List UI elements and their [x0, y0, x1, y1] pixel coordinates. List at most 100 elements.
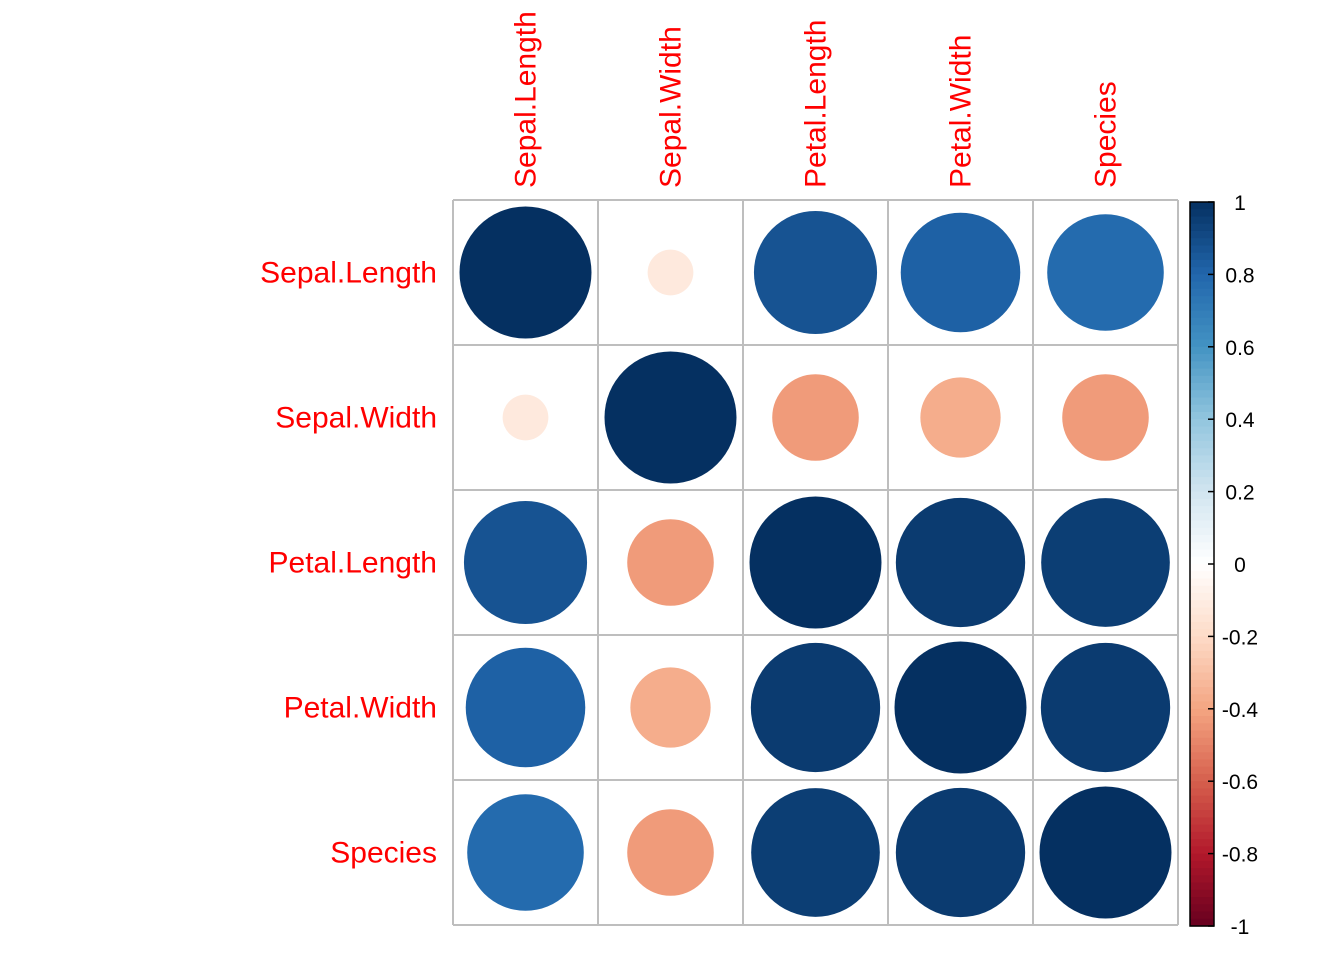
circle-Sepal.Width-Sepal.Length — [503, 395, 549, 441]
colorbar-bin — [1190, 383, 1214, 391]
circle-Petal.Width-Petal.Width — [895, 642, 1027, 774]
colorbar-bin — [1190, 311, 1214, 319]
circle-Petal.Width-Sepal.Length — [466, 648, 586, 768]
colorbar-tick-label: 0.4 — [1225, 409, 1255, 432]
colorbar-bin — [1190, 752, 1214, 760]
colorbar-bin — [1190, 209, 1214, 217]
colorbar-bin — [1190, 723, 1214, 731]
colorbar-bin — [1190, 521, 1214, 529]
colorbar-bin — [1190, 470, 1214, 478]
colorbar-bin — [1190, 318, 1214, 326]
colorbar-bin — [1190, 492, 1214, 500]
circle-Sepal.Length-Sepal.Length — [460, 207, 592, 339]
column-label: Species — [1090, 81, 1123, 188]
colorbar-bin — [1190, 397, 1214, 405]
colorbar-bin — [1190, 361, 1214, 369]
colorbar-tick-label: 0.6 — [1225, 337, 1254, 360]
circle-Petal.Length-Petal.Width — [896, 498, 1025, 627]
colorbar-bin — [1190, 477, 1214, 485]
colorbar-bin — [1190, 463, 1214, 471]
circle-Petal.Length-Petal.Length — [750, 497, 882, 629]
colorbar-bin — [1190, 607, 1214, 615]
column-label: Sepal.Width — [655, 26, 688, 188]
colorbar-bin — [1190, 282, 1214, 290]
colorbar-bin — [1190, 513, 1214, 521]
colorbar-bin — [1190, 354, 1214, 362]
colorbar-bin — [1190, 202, 1214, 210]
colorbar-tick-label: -0.4 — [1222, 699, 1259, 722]
colorbar-bin — [1190, 817, 1214, 825]
circle-Sepal.Length-Sepal.Width — [648, 250, 694, 296]
colorbar-bin — [1190, 861, 1214, 869]
circle-Petal.Length-Sepal.Length — [464, 501, 587, 624]
colorbar-bin — [1190, 325, 1214, 333]
column-label: Petal.Length — [800, 20, 833, 188]
circle-Species-Petal.Length — [751, 788, 880, 917]
colorbar-bin — [1190, 854, 1214, 862]
colorbar-bin — [1190, 912, 1214, 920]
colorbar-bin — [1190, 499, 1214, 507]
circle-Sepal.Width-Petal.Length — [772, 374, 859, 461]
colorbar-bin — [1190, 260, 1214, 268]
colorbar-tick-label: -0.6 — [1222, 771, 1258, 794]
circle-Petal.Width-Petal.Length — [751, 643, 880, 772]
column-label: Petal.Width — [945, 35, 978, 188]
colorbar-bin — [1190, 839, 1214, 847]
colorbar-bin — [1190, 448, 1214, 456]
colorbar-bin — [1190, 528, 1214, 536]
colorbar-bin — [1190, 810, 1214, 818]
colorbar-bin — [1190, 542, 1214, 550]
circle-Species-Sepal.Length — [467, 794, 584, 911]
row-label: Petal.Width — [284, 692, 437, 725]
row-label: Species — [330, 837, 437, 870]
colorbar-bin — [1190, 231, 1214, 239]
colorbar-tick-label: 1 — [1234, 192, 1246, 215]
colorbar-bin — [1190, 781, 1214, 789]
colorbar-bin — [1190, 550, 1214, 558]
colorbar-tick-label: -0.2 — [1222, 626, 1258, 649]
colorbar-bin — [1190, 390, 1214, 398]
circle-Species-Species — [1040, 787, 1172, 919]
colorbar-bin — [1190, 564, 1214, 572]
colorbar-bin — [1190, 253, 1214, 261]
circle-Petal.Width-Sepal.Width — [630, 667, 710, 747]
colorbar-bin — [1190, 803, 1214, 811]
colorbar-bin — [1190, 832, 1214, 840]
colorbar-bin — [1190, 303, 1214, 311]
colorbar-bin — [1190, 759, 1214, 767]
colorbar-bin — [1190, 535, 1214, 543]
row-label: Sepal.Length — [260, 257, 437, 290]
circle-Species-Sepal.Width — [627, 809, 714, 896]
colorbar-bin — [1190, 738, 1214, 746]
column-labels: Sepal.Length Sepal.Width Petal.Length Petal… — [510, 11, 1123, 188]
colorbar-bin — [1190, 709, 1214, 717]
colorbar-bin — [1190, 419, 1214, 427]
colorbar-bin — [1190, 347, 1214, 355]
colorbar-bin — [1190, 904, 1214, 912]
colorbar-bin — [1190, 716, 1214, 724]
colorbar-bin — [1190, 245, 1214, 253]
colorbar-bin — [1190, 369, 1214, 377]
colorbar-bin — [1190, 883, 1214, 891]
colorbar-bin — [1190, 578, 1214, 586]
colorbar-bin — [1190, 426, 1214, 434]
colorbar-bin — [1190, 665, 1214, 673]
colorbar-bin — [1190, 890, 1214, 898]
colorbar-bin — [1190, 216, 1214, 224]
colorbar-bin — [1190, 825, 1214, 833]
circle-Sepal.Length-Petal.Width — [901, 213, 1021, 333]
colorbar-bin — [1190, 673, 1214, 681]
row-label: Petal.Length — [269, 547, 437, 580]
colorbar-bin — [1190, 875, 1214, 883]
circle-Petal.Length-Species — [1041, 498, 1170, 627]
colorbar-bin — [1190, 332, 1214, 340]
circle-Sepal.Width-Petal.Width — [920, 377, 1000, 457]
row-labels: Sepal.Length Sepal.Width Petal.Length Petal… — [260, 257, 437, 870]
circle-Petal.Width-Species — [1041, 643, 1170, 772]
colorbar-bin — [1190, 289, 1214, 297]
circle-Petal.Length-Sepal.Width — [627, 519, 714, 606]
colorbar-bin — [1190, 434, 1214, 442]
colorbar-bin — [1190, 455, 1214, 463]
colorbar-tick-label: 0.8 — [1225, 264, 1254, 287]
column-label: Sepal.Length — [510, 11, 543, 188]
